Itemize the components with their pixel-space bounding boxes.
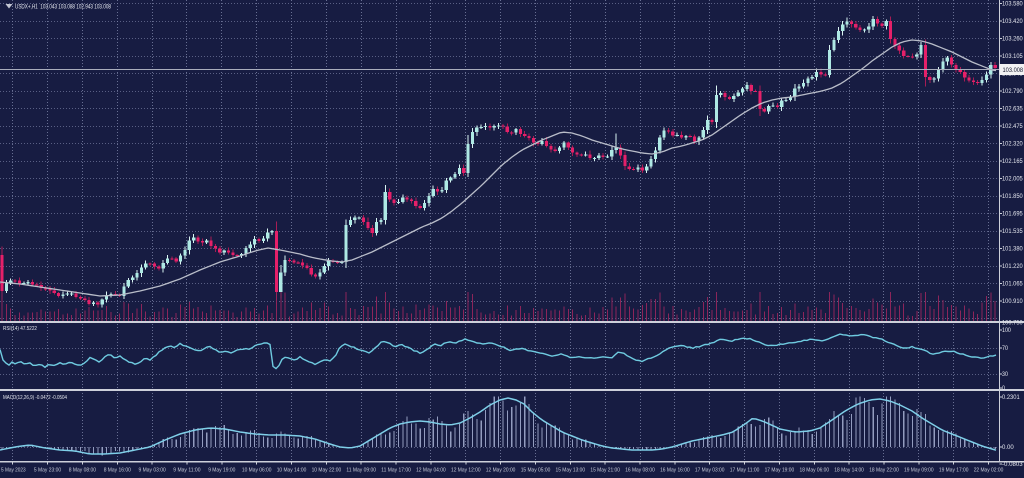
svg-text:10 May 22:00: 10 May 22:00 (312, 468, 342, 474)
svg-text:100.910: 100.910 (1002, 299, 1023, 305)
svg-text:-0.0803: -0.0803 (1002, 462, 1023, 468)
svg-text:USDX+,H1 103.043 103.088 102.: USDX+,H1 103.043 103.088 102.943 103.008 (15, 3, 111, 10)
svg-text:102.475: 102.475 (1002, 124, 1023, 130)
svg-text:11 May 17:00: 11 May 17:00 (381, 468, 411, 474)
svg-text:15 May 21:00: 15 May 21:00 (590, 468, 620, 474)
svg-text:18 May 14:00: 18 May 14:00 (834, 468, 864, 474)
svg-text:101.695: 101.695 (1002, 212, 1023, 218)
svg-text:101.535: 101.535 (1002, 229, 1023, 235)
svg-text:12 May 20:00: 12 May 20:00 (486, 468, 516, 474)
svg-text:15 May 05:00: 15 May 05:00 (521, 468, 551, 474)
svg-text:101.850: 101.850 (1002, 194, 1023, 200)
svg-text:100.750: 100.750 (1002, 321, 1023, 327)
svg-text:103.580: 103.580 (1002, 2, 1023, 8)
svg-text:5 May 23:00: 5 May 23:00 (34, 468, 62, 474)
svg-text:MACD(12,26,9) -0.0472 -0.0504: MACD(12,26,9) -0.0472 -0.0504 (3, 395, 67, 401)
svg-text:10 May 06:00: 10 May 06:00 (242, 468, 272, 474)
svg-text:102.005: 102.005 (1002, 177, 1023, 183)
svg-text:17 May 03:00: 17 May 03:00 (695, 468, 725, 474)
svg-text:12 May 04:00: 12 May 04:00 (416, 468, 446, 474)
svg-text:102.165: 102.165 (1002, 159, 1023, 165)
svg-text:103.260: 103.260 (1002, 37, 1023, 43)
svg-text:103.420: 103.420 (1002, 19, 1023, 25)
svg-text:17 May 19:00: 17 May 19:00 (765, 468, 795, 474)
svg-text:101.380: 101.380 (1002, 247, 1023, 253)
svg-text:0: 0 (1002, 386, 1006, 392)
svg-text:18 May 22:00: 18 May 22:00 (869, 468, 899, 474)
svg-text:30: 30 (1002, 372, 1008, 378)
svg-text:15 May 13:00: 15 May 13:00 (556, 468, 586, 474)
svg-text:102.320: 102.320 (1002, 142, 1023, 148)
svg-text:9 May 03:00: 9 May 03:00 (139, 468, 167, 474)
svg-text:8 May 08:00: 8 May 08:00 (69, 468, 97, 474)
svg-text:9 May 11:00: 9 May 11:00 (173, 468, 201, 474)
svg-text:0.2301: 0.2301 (1002, 395, 1020, 401)
svg-text:102.790: 102.790 (1002, 89, 1023, 95)
svg-text:RSI(14) 47.5222: RSI(14) 47.5222 (3, 326, 37, 332)
svg-text:103.008: 103.008 (1003, 68, 1024, 74)
svg-text:103.105: 103.105 (1002, 54, 1023, 60)
svg-text:70: 70 (1002, 346, 1008, 352)
svg-text:11 May 09:00: 11 May 09:00 (346, 468, 376, 474)
svg-text:22 May 02:00: 22 May 02:00 (974, 468, 1004, 474)
svg-text:102.635: 102.635 (1002, 107, 1023, 113)
svg-text:8 May 16:00: 8 May 16:00 (104, 468, 132, 474)
svg-text:100: 100 (1002, 328, 1011, 334)
svg-text:5 May 2023: 5 May 2023 (1, 468, 26, 474)
svg-text:19 May 17:00: 19 May 17:00 (939, 468, 969, 474)
svg-text:17 May 11:00: 17 May 11:00 (730, 468, 760, 474)
svg-text:16 May 08:00: 16 May 08:00 (625, 468, 655, 474)
svg-text:19 May 09:00: 19 May 09:00 (904, 468, 934, 474)
svg-text:16 May 16:00: 16 May 16:00 (660, 468, 690, 474)
svg-text:0.00: 0.00 (1002, 445, 1014, 451)
svg-text:12 May 12:00: 12 May 12:00 (451, 468, 481, 474)
svg-text:9 May 19:00: 9 May 19:00 (208, 468, 236, 474)
svg-text:10 May 14:00: 10 May 14:00 (277, 468, 307, 474)
svg-text:18 May 06:00: 18 May 06:00 (800, 468, 830, 474)
svg-text:101.220: 101.220 (1002, 264, 1023, 270)
svg-text:101.065: 101.065 (1002, 282, 1023, 288)
